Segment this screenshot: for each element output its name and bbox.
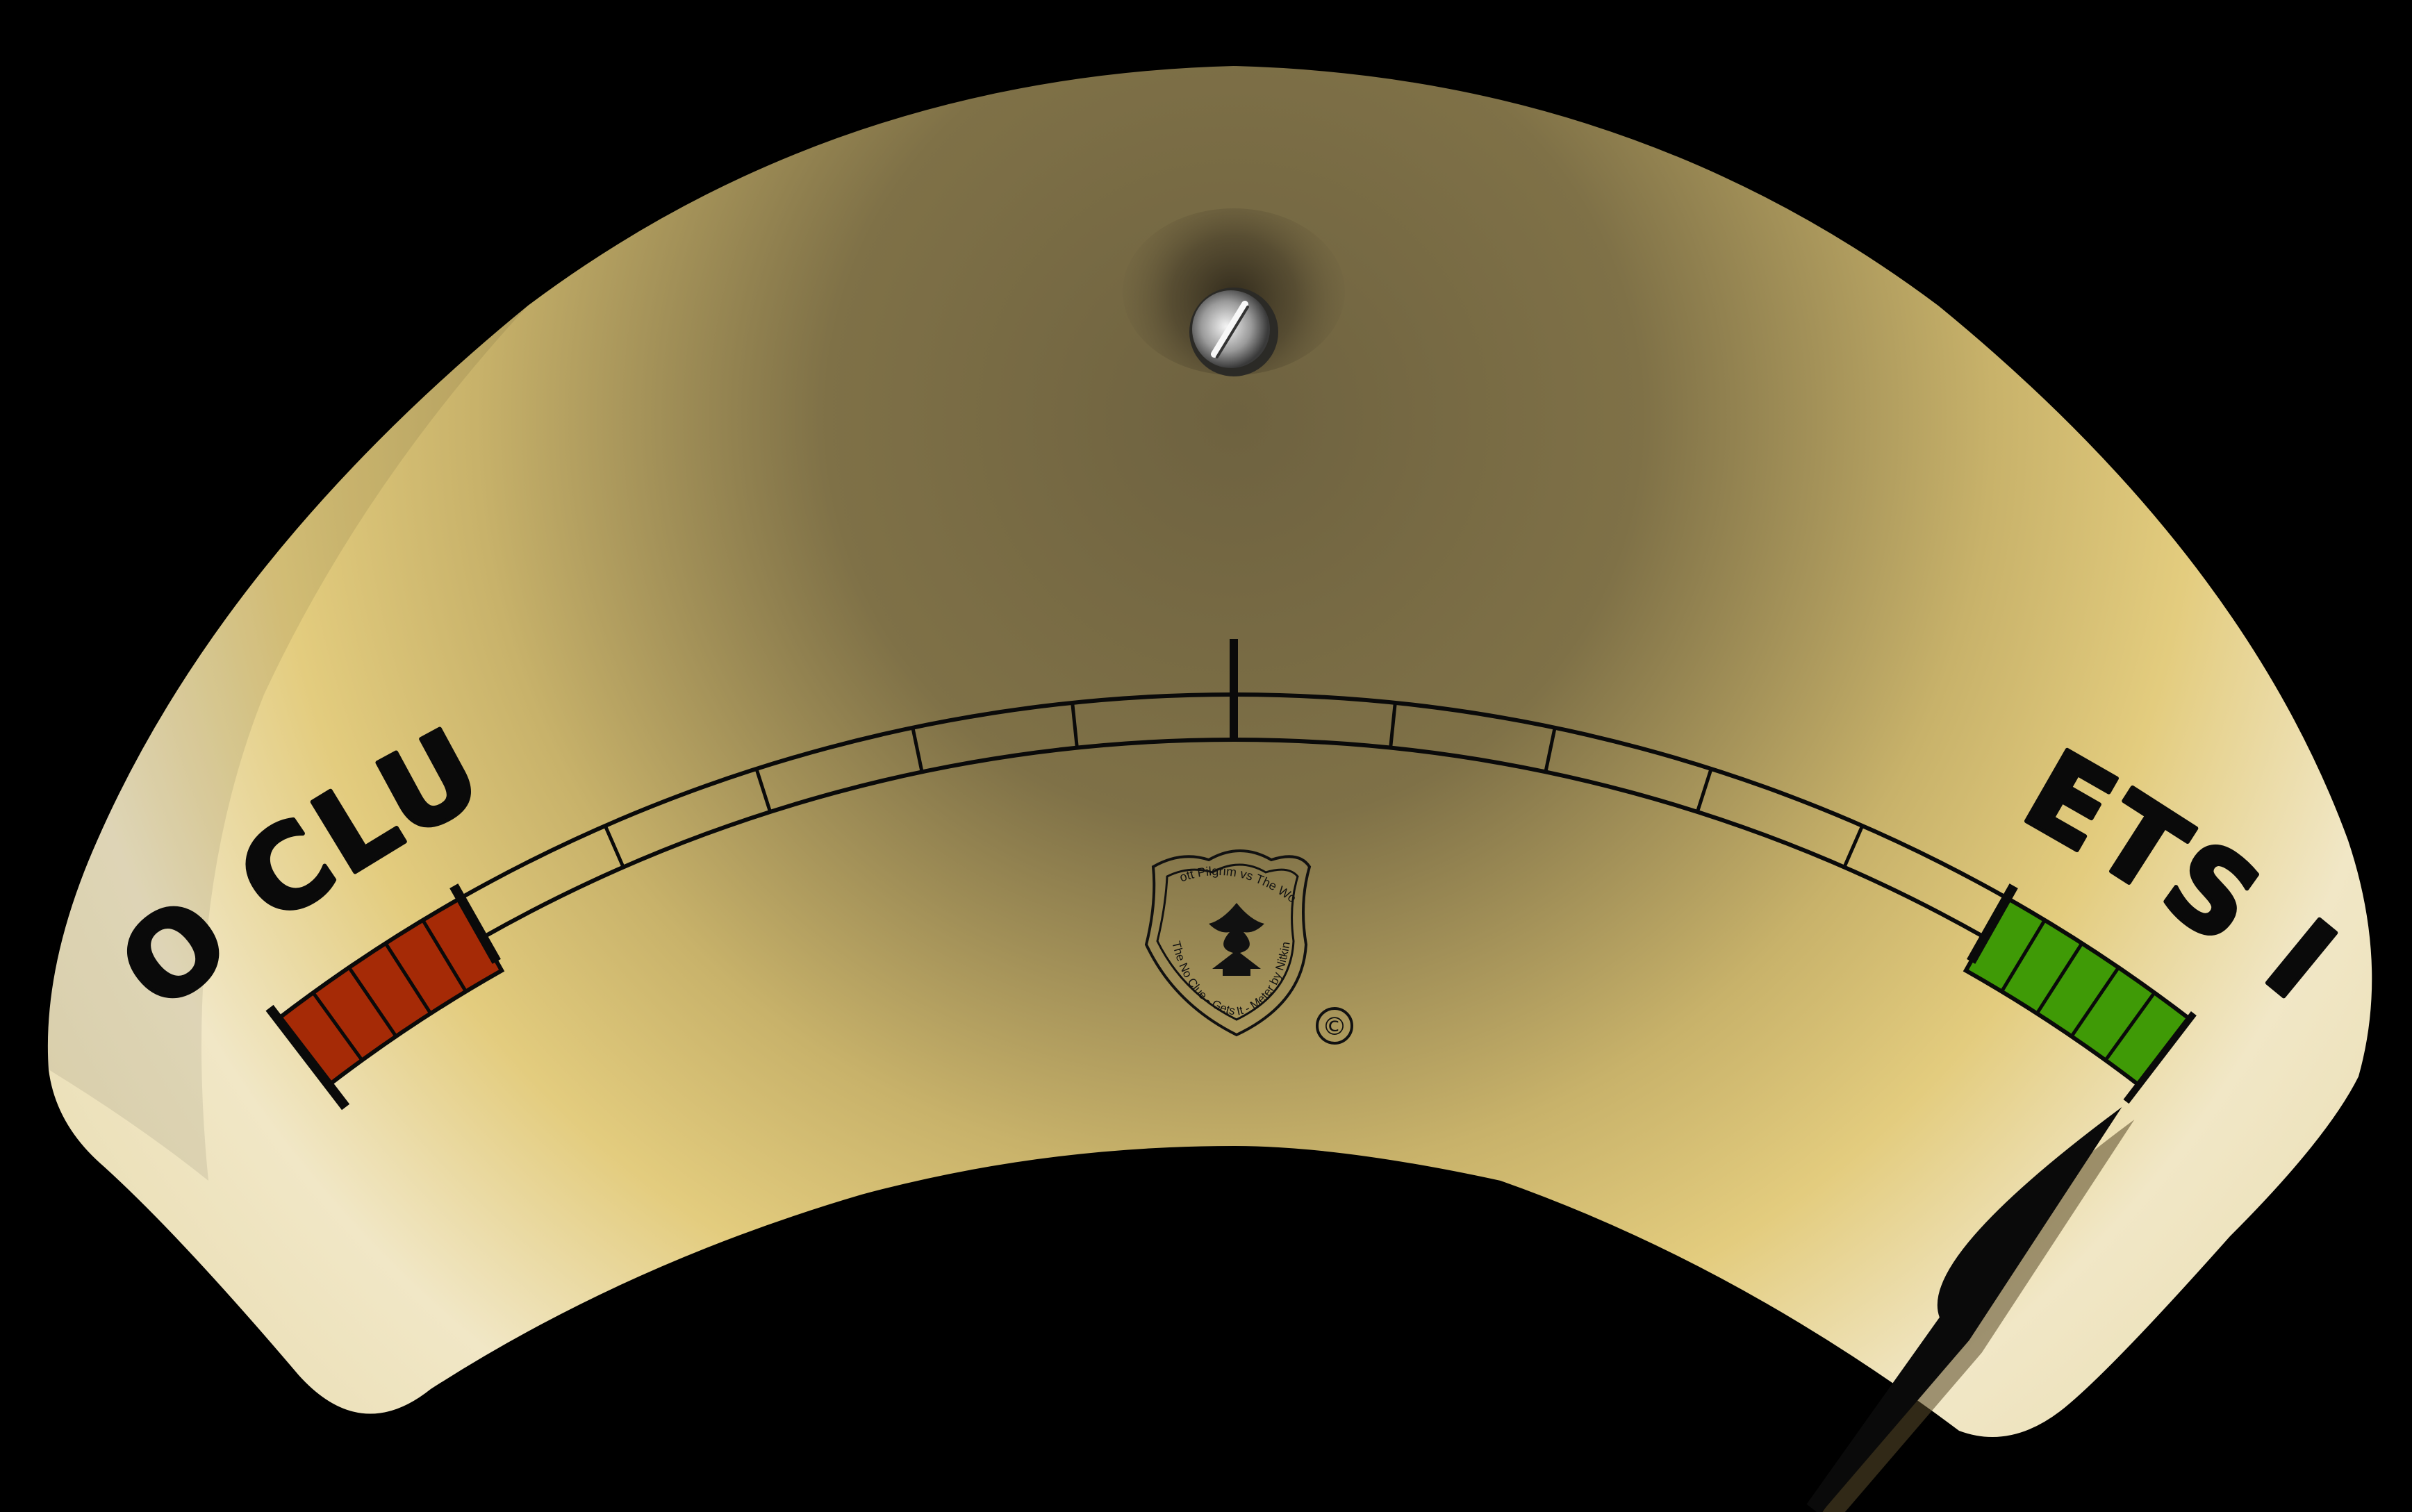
scale-tick [265,1004,350,1111]
badge-emblem-icon [1144,849,1312,1037]
scale-tick [2000,919,2047,992]
scale-tick [1695,768,1713,813]
scale-tick [311,991,364,1061]
scale-tick [2070,966,2120,1038]
scale-inner-arc [481,738,1986,940]
svg-text:©: © [1322,1013,1347,1041]
scale-tick [2104,991,2156,1061]
scale-tick [2035,942,2084,1015]
scale-tick [383,942,432,1015]
no-clue-zone [274,895,505,1088]
scale-tick [1389,702,1397,748]
scale-tick [2123,1011,2197,1104]
scale-tick [1071,702,1079,748]
copyright-mark: © [1316,1007,1353,1045]
scale-tick [1544,727,1557,772]
scale-tick [421,919,468,992]
gauge-face [47,66,2372,1437]
scale-tick [449,883,501,964]
scale-tick [603,825,625,868]
face-shade [47,306,528,1181]
scale-tick [1842,825,1865,868]
scale-tick [754,768,773,813]
screw-icon [1123,208,1345,376]
scale-tick [1967,883,2018,964]
scale-ticks [265,639,2197,1111]
scale-tick [911,727,924,772]
scale-tick [347,966,398,1038]
needle-icon [1806,1107,2135,1512]
